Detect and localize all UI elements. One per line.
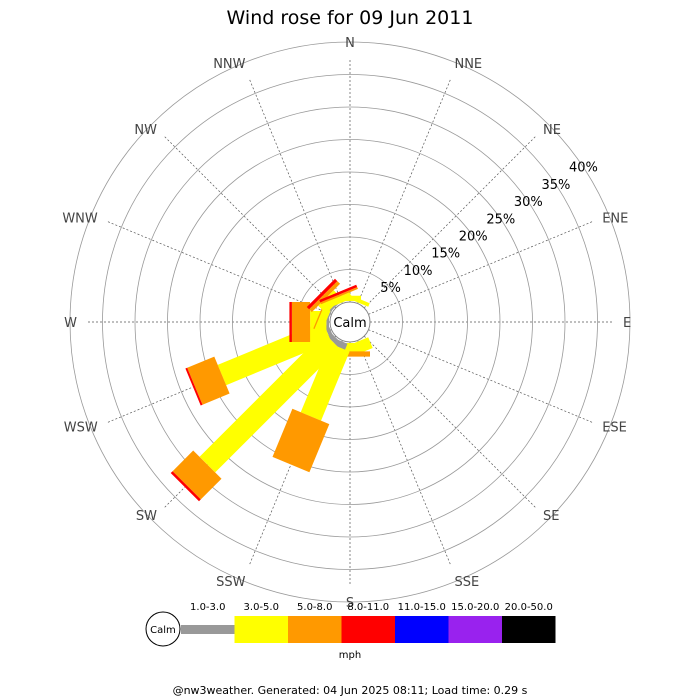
direction-label-sse: SSE bbox=[454, 575, 479, 590]
spoke-sse bbox=[357, 340, 451, 566]
direction-label-wsw: WSW bbox=[64, 420, 98, 435]
ring-40 bbox=[69, 41, 631, 603]
calm-center: Calm bbox=[329, 301, 371, 343]
direction-label-s: S bbox=[346, 596, 354, 611]
petal-nnw-bin-2 bbox=[320, 287, 358, 305]
legend-swatch-3 bbox=[341, 616, 395, 643]
spoke-nnw bbox=[249, 78, 343, 304]
petal-wsw-bin-2 bbox=[187, 356, 230, 405]
ring-15 bbox=[232, 204, 468, 440]
petal-w-bin-2 bbox=[291, 302, 311, 342]
legend-label-4: 11.0-15.0 bbox=[398, 602, 446, 613]
direction-labels: N NNE NE ENE E ESE SE SSE S SSW SW WSW W WNW NW NNW bbox=[62, 36, 631, 611]
petal-sw-bin-2 bbox=[172, 450, 222, 500]
direction-label-nw: NW bbox=[134, 123, 157, 138]
legend: Calm 1.0-3.0 3.0-5.0 5.0-8.0 8.0-11.0 11.0-1… bbox=[145, 602, 556, 661]
direction-label-sw: SW bbox=[136, 509, 157, 524]
polar-grid bbox=[69, 41, 631, 603]
ring-10 bbox=[264, 236, 436, 408]
ring-labels: 5%10% 15% 20% 25% 30% 35% 40% bbox=[380, 161, 598, 297]
ring-30 bbox=[134, 106, 566, 538]
legend-swatch-1 bbox=[234, 616, 288, 643]
legend-swatch-0 bbox=[181, 625, 235, 634]
spoke-nne bbox=[357, 78, 451, 304]
direction-label-ssw: SSW bbox=[216, 575, 246, 590]
ring-label-40: 40% bbox=[569, 161, 598, 176]
ring-35 bbox=[102, 74, 598, 570]
petal-nnw-bin-3 bbox=[319, 284, 358, 303]
direction-label-wnw: WNW bbox=[62, 212, 98, 227]
spoke-wnw bbox=[106, 221, 332, 315]
petal-nw-bin-3 bbox=[306, 278, 338, 310]
legend-swatch-6 bbox=[502, 616, 556, 643]
legend-swatch-5 bbox=[448, 616, 502, 643]
legend-calm-circle bbox=[145, 611, 181, 647]
petal-nne-bin-1 bbox=[347, 294, 370, 307]
petal-w-bin-3 bbox=[289, 302, 292, 342]
ring-label-25: 25% bbox=[486, 212, 515, 227]
petals bbox=[170, 278, 373, 502]
petal-ssw-bin-2 bbox=[272, 408, 330, 473]
petal-wsw-bin-3 bbox=[185, 367, 203, 406]
spoke-se bbox=[363, 335, 537, 509]
ring-25 bbox=[167, 139, 533, 505]
direction-label-ene: ENE bbox=[602, 212, 628, 227]
ring-label-35: 35% bbox=[541, 178, 570, 193]
petal-nw-bin-2 bbox=[309, 281, 341, 313]
spoke-ene bbox=[368, 221, 594, 315]
direction-label-ne: NE bbox=[543, 123, 561, 138]
ring-label-30: 30% bbox=[514, 195, 543, 210]
ring-20 bbox=[199, 171, 501, 473]
chart-title: Wind rose for 09 Jun 2011 bbox=[227, 7, 474, 29]
legend-swatch-2 bbox=[288, 616, 342, 643]
calm-label: Calm bbox=[333, 316, 366, 331]
direction-label-nnw: NNW bbox=[213, 57, 245, 72]
legend-label-1: 3.0-5.0 bbox=[244, 602, 279, 613]
ring-label-15: 15% bbox=[431, 247, 460, 262]
legend-items: 1.0-3.0 3.0-5.0 5.0-8.0 8.0-11.0 11.0-15.0 15… bbox=[181, 602, 556, 643]
legend-swatch-4 bbox=[395, 616, 449, 643]
legend-label-0: 1.0-3.0 bbox=[190, 602, 225, 613]
petal-sw-bin-1 bbox=[199, 332, 340, 473]
direction-label-se: SE bbox=[543, 509, 559, 524]
direction-label-n: N bbox=[345, 36, 355, 51]
legend-label-3: 8.0-11.0 bbox=[347, 602, 389, 613]
footer-text: @nw3weather. Generated: 04 Jun 2025 08:1… bbox=[173, 684, 528, 697]
legend-label-6: 20.0-50.0 bbox=[505, 602, 553, 613]
direction-label-nne: NNE bbox=[454, 57, 482, 72]
ring-label-10: 10% bbox=[404, 264, 433, 279]
legend-unit: mph bbox=[339, 650, 361, 661]
ring-label-20: 20% bbox=[459, 230, 488, 245]
calm-circle bbox=[329, 301, 371, 343]
legend-label-2: 5.0-8.0 bbox=[297, 602, 332, 613]
direction-label-e: E bbox=[623, 316, 631, 331]
ring-label-5: 5% bbox=[380, 281, 401, 296]
petal-ssw-bin-1 bbox=[300, 343, 350, 421]
legend-calm-label: Calm bbox=[150, 625, 176, 636]
legend-label-5: 15.0-20.0 bbox=[451, 602, 499, 613]
petal-sw-bin-3 bbox=[170, 471, 201, 502]
spoke-nw bbox=[163, 135, 337, 309]
spoke-ne bbox=[363, 135, 537, 309]
direction-label-w: W bbox=[64, 316, 77, 331]
direction-label-ese: ESE bbox=[602, 420, 627, 435]
spoke-ese bbox=[368, 329, 594, 423]
petal-nnw-bin-1 bbox=[329, 292, 353, 307]
